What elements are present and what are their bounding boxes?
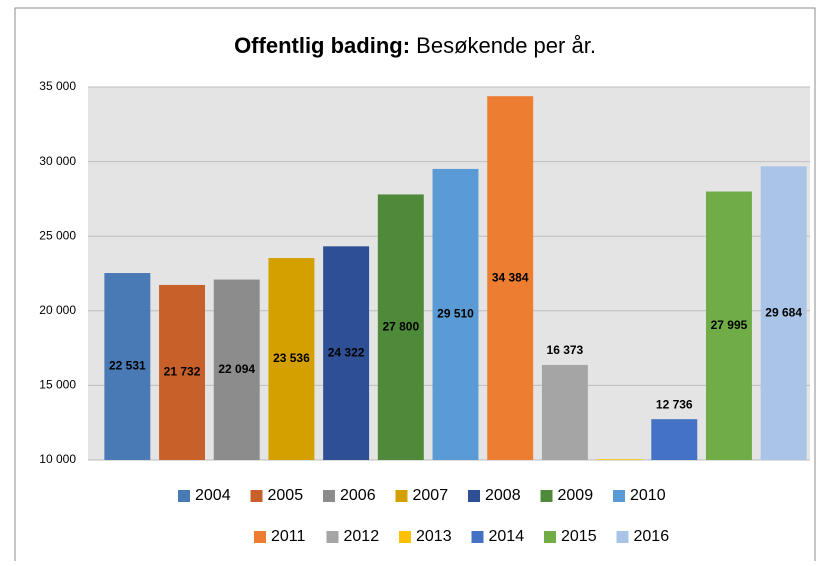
legend-label: 2016 (634, 528, 670, 545)
value-label: 34 384 (492, 270, 529, 284)
value-label: 29 510 (437, 307, 474, 321)
legend-label: 2008 (485, 487, 521, 504)
bar (159, 284, 206, 460)
legend-swatch (326, 531, 339, 543)
y-tick-label: 20 000 (39, 303, 76, 317)
legend-swatch (323, 490, 335, 502)
legend-label: 2011 (271, 528, 306, 545)
legend-label: 2006 (340, 487, 376, 504)
value-label: 21 732 (164, 365, 201, 379)
bar (432, 168, 479, 460)
legend-label: 2012 (344, 528, 380, 545)
legend-swatch (613, 490, 625, 502)
chart-title: Offentlig bading: (234, 33, 410, 58)
value-label: 27 800 (382, 319, 419, 333)
legend-swatch (399, 531, 411, 543)
value-label: 16 373 (547, 343, 584, 357)
legend-swatch (178, 490, 190, 502)
bar (268, 258, 315, 460)
legend-swatch (468, 490, 480, 502)
bar (487, 96, 534, 460)
y-tick-label: 10 000 (39, 452, 76, 466)
value-label: 29 684 (765, 305, 802, 319)
y-tick-label: 30 000 (39, 154, 76, 168)
chart-subtitle: Besøkende per år. (416, 33, 596, 58)
legend-swatch (250, 490, 263, 502)
bar (651, 419, 698, 460)
legend-label: 2014 (489, 528, 525, 545)
legend-swatch (254, 531, 266, 543)
value-label: 22 094 (218, 362, 255, 376)
legend-label: 2015 (561, 528, 597, 545)
legend-swatch (471, 531, 484, 543)
bar (377, 194, 424, 460)
value-label: 27 995 (711, 318, 748, 332)
legend-swatch (395, 490, 408, 502)
bar (323, 246, 370, 460)
legend-label: 2009 (558, 487, 594, 504)
y-tick-label: 15 000 (39, 378, 76, 392)
legend-swatch (540, 490, 553, 502)
legend-label: 2005 (268, 487, 304, 504)
bar (705, 191, 752, 461)
bar (104, 273, 151, 460)
bar (596, 459, 643, 460)
legend-label: 2007 (413, 487, 449, 504)
bar (541, 364, 588, 460)
value-label: 22 531 (109, 359, 146, 373)
value-label: 24 322 (328, 345, 365, 359)
y-tick-label: 35 000 (39, 79, 76, 93)
legend-swatch (544, 531, 556, 543)
value-label: 12 736 (656, 397, 693, 411)
legend-swatch (616, 531, 629, 543)
bar (213, 279, 260, 460)
y-tick-label: 25 000 (39, 228, 76, 242)
legend-label: 2013 (416, 528, 452, 545)
value-label: 23 536 (273, 351, 310, 365)
legend-label: 2004 (195, 487, 231, 504)
bar (760, 166, 807, 461)
legend-label: 2010 (630, 487, 666, 504)
chart-title-group: Offentlig bading: Besøkende per år. (234, 33, 596, 58)
